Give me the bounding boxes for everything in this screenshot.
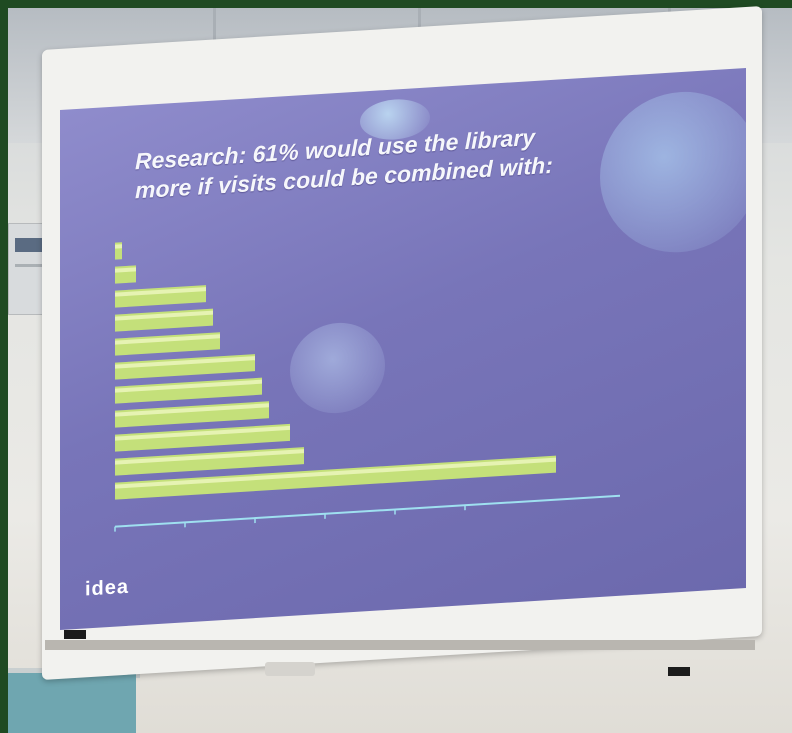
whiteboard-tray [45,640,755,650]
board-sensor-right [668,667,690,676]
bar-highlight-4 [115,334,220,345]
bar-chart [114,242,620,532]
bar-highlight-3 [115,310,213,321]
bar-highlight-0 [115,244,122,249]
bar-highlight-10 [115,457,556,489]
idea-logo: idea [85,575,130,601]
pen-tray [265,662,315,676]
desk [8,673,136,733]
bar-highlight-8 [115,425,290,441]
bar-highlight-9 [115,449,304,465]
projected-slide: Research: 61% would use the library more… [60,68,746,631]
bar-highlight-7 [115,403,269,417]
x-axis-line [115,494,620,528]
bar-group [115,242,556,500]
board-sensor-left [64,630,86,639]
x-axis-ticks [114,505,466,532]
bar-highlight-5 [115,356,255,369]
bar-highlight-2 [115,287,206,297]
bar-highlight-6 [115,379,262,393]
bar-highlight-1 [115,267,136,273]
